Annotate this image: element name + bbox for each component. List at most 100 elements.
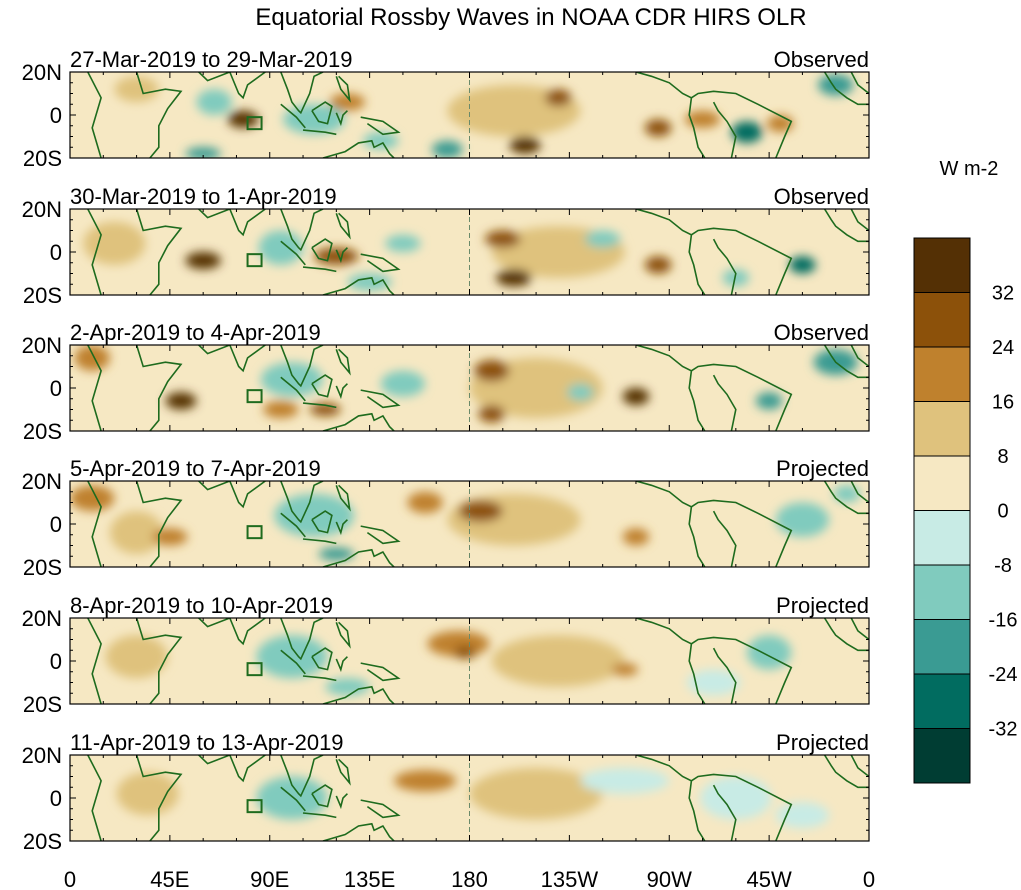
- anomaly-cell: [83, 221, 146, 265]
- maldives-box: [246, 389, 263, 404]
- coastline-segment: [635, 72, 793, 158]
- colorbar-swatch: [913, 673, 971, 729]
- coastline-segment: [335, 212, 351, 240]
- y-tick-label: 20N: [22, 60, 62, 85]
- anomaly-cell: [544, 89, 572, 107]
- anomaly-cell: [274, 493, 355, 537]
- coastline-segment: [135, 345, 183, 431]
- coastline-segment: [688, 506, 706, 567]
- coastline-segment: [302, 675, 337, 682]
- anomaly-cell: [347, 273, 392, 291]
- coastline-segment: [302, 812, 337, 819]
- coastline-segment: [311, 374, 333, 398]
- maldives-box: [246, 525, 263, 540]
- anomaly-cell: [152, 528, 188, 546]
- coastline-segment: [311, 784, 333, 808]
- colorbar-swatch: [913, 564, 971, 620]
- coastline-segment: [335, 383, 348, 400]
- colorbar: W m-2 32 24 16 8 0 -8 -16 -24 -32: [913, 158, 1018, 784]
- anomaly-cell: [731, 121, 763, 143]
- panel-status: Projected: [776, 456, 869, 481]
- x-axis: 0 45E 90E 135E 180 135W 90W 45W 0: [64, 867, 875, 890]
- coastlines: [87, 72, 869, 158]
- anomaly-cell: [105, 635, 168, 679]
- anomaly-cell: [394, 770, 457, 792]
- anomaly-cell: [491, 635, 625, 687]
- anomaly-cell: [109, 511, 164, 555]
- coastline-segment: [135, 209, 183, 295]
- coastline-segment: [198, 481, 266, 509]
- panel-date-range: 30-Mar-2019 to 1-Apr-2019: [70, 184, 337, 209]
- coastline-segment: [823, 209, 869, 243]
- anomaly-cell: [644, 256, 672, 274]
- coastline-segment: [302, 129, 337, 136]
- x-tick-label: 180: [451, 867, 488, 890]
- coastline-segment: [850, 481, 869, 504]
- coastline-segment: [335, 75, 351, 103]
- coastline-segment: [823, 618, 869, 652]
- y-tick-label: 20S: [23, 555, 62, 580]
- coastline-segment: [322, 276, 395, 295]
- anomaly-cell: [318, 547, 355, 561]
- anomaly-cell: [775, 502, 830, 537]
- coastline-segment: [280, 376, 306, 402]
- panel-status: Observed: [774, 320, 869, 345]
- panel-5: 20N 0 20S 8-Apr-2019 to 10-Apr-2019 Projecte…: [22, 593, 870, 717]
- coastline-segment: [360, 253, 401, 273]
- coastline-segment: [335, 758, 351, 786]
- coastline-segment: [87, 72, 102, 158]
- x-tick-label: 45W: [747, 867, 792, 890]
- olr-field: [70, 618, 869, 704]
- panel-date-range: 5-Apr-2019 to 7-Apr-2019: [70, 456, 321, 481]
- y-tick-label: 20S: [23, 692, 62, 717]
- panel-date-range: 8-Apr-2019 to 10-Apr-2019: [70, 593, 333, 618]
- olr-field: [70, 755, 869, 841]
- coastline-segment: [198, 618, 266, 646]
- coastline-segment: [635, 755, 793, 841]
- maldives-box: [246, 799, 263, 814]
- coastline-segment: [87, 345, 102, 431]
- anomaly-cell: [185, 252, 221, 270]
- colorbar-label: 32: [992, 283, 1014, 305]
- coastline-segment: [688, 370, 706, 431]
- anomaly-cell: [74, 345, 110, 371]
- colorbar-swatch: [913, 619, 971, 675]
- y-tick-label: 0: [50, 103, 62, 128]
- colorbar-label: 16: [992, 392, 1014, 414]
- chart-title: Equatorial Rossby Waves in NOAA CDR HIRS…: [255, 4, 806, 31]
- coastline-segment: [850, 209, 869, 232]
- coastline-segment: [635, 618, 793, 704]
- anomaly-cell: [196, 89, 233, 115]
- coastline-segment: [280, 103, 306, 129]
- coastline-segment: [823, 345, 869, 379]
- panel-status: Observed: [774, 184, 869, 209]
- x-tick-label: 0: [863, 867, 875, 890]
- maldives-box: [246, 662, 263, 677]
- coastline-segment: [87, 481, 102, 567]
- anomaly-cell: [622, 388, 650, 406]
- anomaly-cell: [567, 383, 594, 401]
- x-tick-label: 45E: [150, 867, 189, 890]
- coastline-segment: [335, 110, 348, 127]
- colorbar-label: -32: [989, 719, 1018, 741]
- coastlines: [87, 345, 869, 431]
- y-tick-label: 0: [50, 512, 62, 537]
- coastline-segment: [280, 512, 306, 538]
- coastline-segment: [635, 481, 793, 567]
- anomaly-cell: [622, 528, 650, 546]
- anomaly-cell: [329, 93, 366, 111]
- anomaly-cell: [700, 776, 772, 820]
- coastline-segment: [135, 481, 183, 567]
- colorbar-swatch: [913, 728, 971, 784]
- coastline-segment: [322, 548, 395, 567]
- maldives-box: [246, 253, 263, 268]
- coastline-segment: [322, 139, 395, 158]
- coastline-segment: [322, 412, 395, 431]
- coastline-segment: [280, 209, 324, 252]
- coastline-segment: [712, 784, 737, 841]
- anomaly-cell: [116, 772, 179, 816]
- coastline-segment: [198, 345, 266, 373]
- coastline-segment: [712, 238, 737, 295]
- olr-field: [70, 481, 869, 567]
- coastline-segment: [87, 209, 102, 295]
